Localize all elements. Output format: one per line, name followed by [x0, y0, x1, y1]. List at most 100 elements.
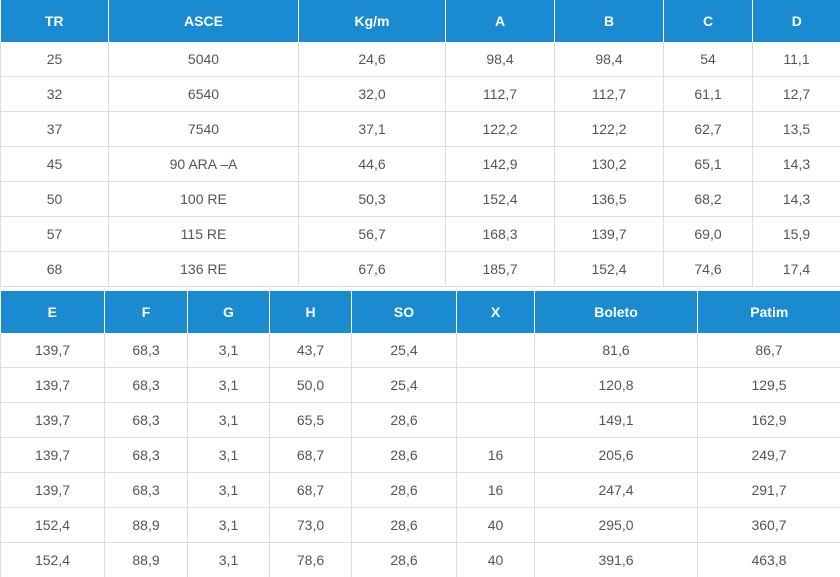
table-cell: 37,1 [298, 111, 446, 147]
table-cell: 54 [663, 42, 753, 77]
table-cell: 43,7 [269, 333, 352, 368]
table-cell: 28,6 [351, 402, 457, 438]
table-cell: 112,7 [554, 76, 664, 112]
table-cell: 3,1 [187, 402, 270, 438]
table-cell: 40 [456, 542, 535, 577]
column-header-a: A [445, 0, 555, 42]
table-cell: 11,1 [752, 42, 840, 77]
table-cell: 68,3 [104, 472, 188, 508]
table-cell: 291,7 [697, 472, 840, 508]
table-cell [456, 333, 535, 368]
table-cell: 57 [0, 216, 109, 252]
table-cell: 65,5 [269, 402, 352, 438]
table-cell: 3,1 [187, 367, 270, 403]
table-cell: 90 ARA –A [108, 146, 299, 182]
table-cell: 7540 [108, 111, 299, 147]
table-cell: 98,4 [554, 42, 664, 77]
table-cell: 152,4 [554, 251, 664, 287]
table-cell: 44,6 [298, 146, 446, 182]
table-row: 57 115 RE 56,7 168,3 139,7 69,0 15,9 [0, 216, 840, 252]
column-header-so: SO [351, 291, 457, 333]
table-cell: 120,8 [534, 367, 698, 403]
table-row: 68 136 RE 67,6 185,7 152,4 74,6 17,4 [0, 251, 840, 287]
table-cell: 14,3 [752, 146, 840, 182]
column-header-b: B [554, 0, 664, 42]
table-row: 139,7 68,3 3,1 68,7 28,6 16 205,6 249,7 [0, 437, 840, 473]
table-cell: 28,6 [351, 472, 457, 508]
table-cell: 50 [0, 181, 109, 217]
table-cell: 152,4 [0, 542, 105, 577]
column-header-asce: ASCE [108, 0, 299, 42]
table-cell: 61,1 [663, 76, 753, 112]
table-cell: 86,7 [697, 333, 840, 368]
table-cell: 152,4 [445, 181, 555, 217]
column-header-kg-m: Kg/m [298, 0, 446, 42]
table-cell: 56,7 [298, 216, 446, 252]
table-cell: 73,0 [269, 507, 352, 543]
table-cell: 50,3 [298, 181, 446, 217]
table-cell: 16 [456, 437, 535, 473]
table-cell: 28,6 [351, 542, 457, 577]
table-cell: 139,7 [0, 437, 105, 473]
table-cell: 68,2 [663, 181, 753, 217]
column-header-c: C [663, 0, 753, 42]
table-row: 152,4 88,9 3,1 78,6 28,6 40 391,6 463,8 [0, 542, 840, 577]
table-row: 139,7 68,3 3,1 65,5 28,6 149,1 162,9 [0, 402, 840, 438]
table-cell: 68,7 [269, 437, 352, 473]
table-header-row: TR ASCE Kg/m A B C D [0, 0, 840, 42]
column-header-e: E [0, 291, 105, 333]
table-cell: 122,2 [554, 111, 664, 147]
table-cell: 88,9 [104, 542, 188, 577]
table-cell: 136 RE [108, 251, 299, 287]
table-cell: 249,7 [697, 437, 840, 473]
table-cell: 14,3 [752, 181, 840, 217]
table-cell: 100 RE [108, 181, 299, 217]
column-header-patim: Patim [697, 291, 840, 333]
table-row: 139,7 68,3 3,1 68,7 28,6 16 247,4 291,7 [0, 472, 840, 508]
table-cell: 130,2 [554, 146, 664, 182]
table-cell: 68,3 [104, 437, 188, 473]
table-cell: 139,7 [0, 472, 105, 508]
table-cell: 139,7 [0, 333, 105, 368]
table-cell: 45 [0, 146, 109, 182]
table-cell: 32 [0, 76, 109, 112]
table-cell: 13,5 [752, 111, 840, 147]
table-cell: 98,4 [445, 42, 555, 77]
table-cell: 68,7 [269, 472, 352, 508]
column-header-boleto: Boleto [534, 291, 698, 333]
table-cell: 3,1 [187, 542, 270, 577]
table-cell: 17,4 [752, 251, 840, 287]
table-cell [456, 402, 535, 438]
table-cell: 149,1 [534, 402, 698, 438]
table-cell: 68,3 [104, 402, 188, 438]
table-cell: 122,2 [445, 111, 555, 147]
table-cell: 25,4 [351, 333, 457, 368]
table-cell: 162,9 [697, 402, 840, 438]
table-cell: 391,6 [534, 542, 698, 577]
table-cell: 136,5 [554, 181, 664, 217]
rail-dimensions-table-1: TR ASCE Kg/m A B C D 25 5040 24,6 98,4 98,4 5… [0, 0, 840, 287]
table-row: 139,7 68,3 3,1 50,0 25,4 120,8 129,5 [0, 367, 840, 403]
table-cell: 463,8 [697, 542, 840, 577]
table-cell: 81,6 [534, 333, 698, 368]
table-header-row: E F G H SO X Boleto Patim [0, 291, 840, 333]
table-cell: 3,1 [187, 333, 270, 368]
table-cell: 68 [0, 251, 109, 287]
table-cell: 247,4 [534, 472, 698, 508]
table-cell: 3,1 [187, 437, 270, 473]
table-cell: 65,1 [663, 146, 753, 182]
table-row: 25 5040 24,6 98,4 98,4 54 11,1 [0, 42, 840, 77]
table-row: 139,7 68,3 3,1 43,7 25,4 81,6 86,7 [0, 333, 840, 368]
table-cell: 6540 [108, 76, 299, 112]
table-row: 45 90 ARA –A 44,6 142,9 130,2 65,1 14,3 [0, 146, 840, 182]
table-row: 37 7540 37,1 122,2 122,2 62,7 13,5 [0, 111, 840, 147]
table-cell: 69,0 [663, 216, 753, 252]
table-cell: 28,6 [351, 507, 457, 543]
table-cell: 205,6 [534, 437, 698, 473]
table-cell: 15,9 [752, 216, 840, 252]
column-header-f: F [104, 291, 188, 333]
table-cell: 295,0 [534, 507, 698, 543]
table-cell: 68,3 [104, 333, 188, 368]
table-cell: 112,7 [445, 76, 555, 112]
